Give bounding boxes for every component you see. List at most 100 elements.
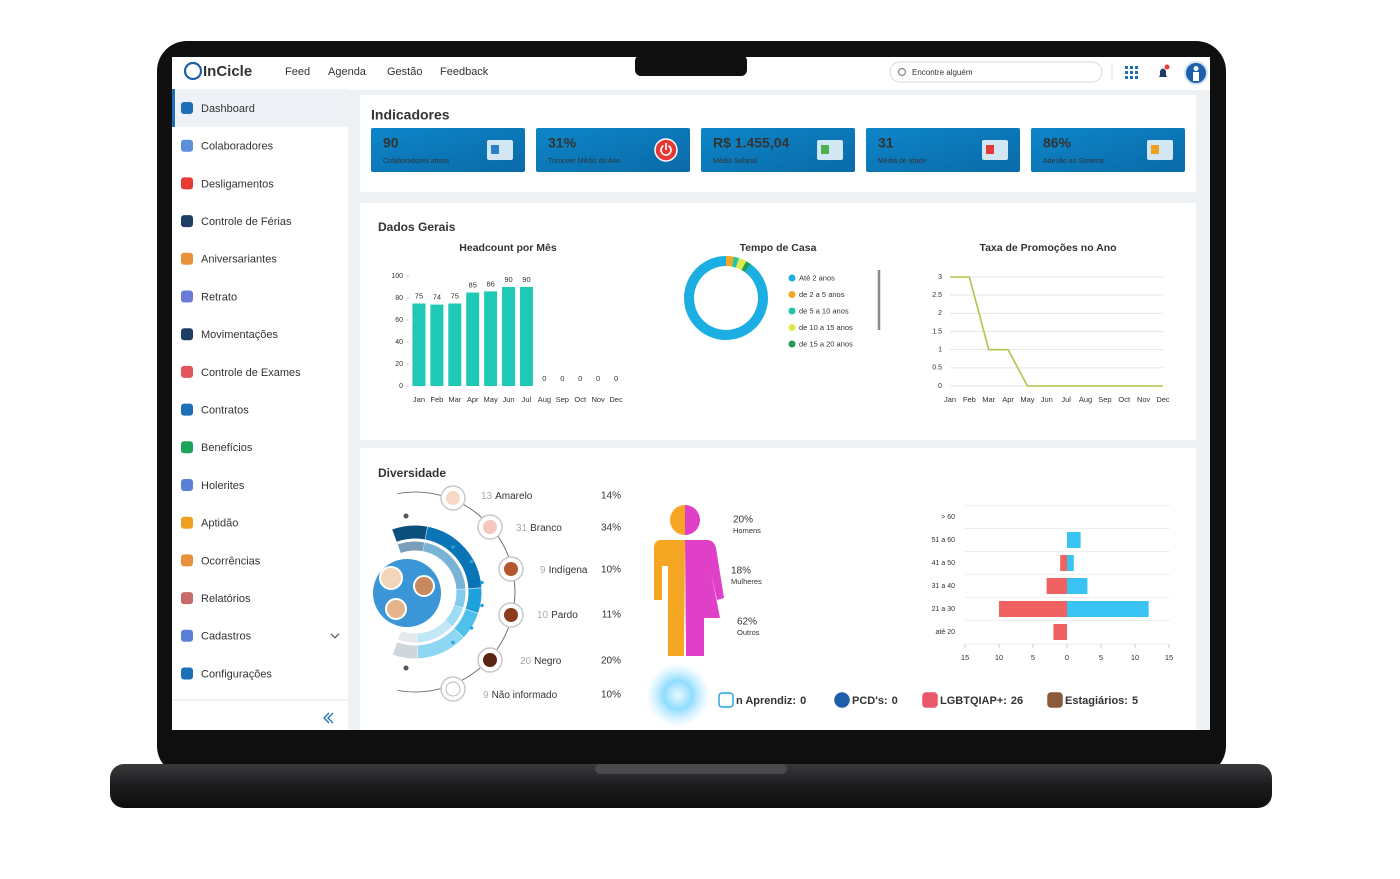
gender-label: Homens xyxy=(733,526,761,535)
x-tick-label: Apr xyxy=(467,395,479,404)
bar xyxy=(1067,532,1081,548)
collapse-button[interactable] xyxy=(323,712,334,724)
legend-swatch xyxy=(788,324,796,331)
menu-item[interactable]: Ocorrências xyxy=(201,555,261,567)
menu-icon xyxy=(181,215,193,228)
data-label: 0 xyxy=(596,374,600,383)
legend-label: de 5 a 10 anos xyxy=(799,306,849,315)
nav-link[interactable]: Agenda xyxy=(328,66,367,78)
ethnicity-name: Não informado xyxy=(492,690,558,701)
stat-label: LGBTQIAP+: xyxy=(940,695,1007,707)
search-box[interactable] xyxy=(889,61,1103,83)
x-tick-label: Jan xyxy=(413,395,425,404)
gender-percent: 18% xyxy=(731,566,751,577)
stat: PCD's: 0 xyxy=(852,695,898,707)
data-label: 75 xyxy=(451,291,459,300)
menu-item[interactable]: Aniversariantes xyxy=(201,254,277,266)
nav-link[interactable]: Feedback xyxy=(440,66,489,78)
x-tick-label: Aug xyxy=(1079,395,1092,404)
menu-item[interactable]: Dashboard xyxy=(201,103,255,115)
chevron xyxy=(330,633,340,639)
nav-link[interactable]: Feed xyxy=(285,66,310,78)
menu-item[interactable]: Colaboradores xyxy=(201,141,274,153)
menu-item[interactable]: Holerites xyxy=(201,480,245,492)
menu-icon xyxy=(181,290,193,303)
ring-segment xyxy=(392,525,428,542)
y-tick-label: 21 a 30 xyxy=(932,606,955,613)
ring-segment-inner xyxy=(397,541,425,554)
ethnicity-name: Negro xyxy=(534,656,562,667)
x-tick-label: Oct xyxy=(1118,395,1131,404)
chart-title: Tempo de Casa xyxy=(740,242,817,254)
arc-end xyxy=(403,513,409,519)
y-tick-label: 2.5 xyxy=(932,292,942,299)
section-title: Diversidade xyxy=(378,466,446,480)
menu-icon xyxy=(181,629,193,642)
data-label: 90 xyxy=(504,275,512,284)
ethnicity-icon-fill xyxy=(446,491,460,505)
y-tick-label: 0 xyxy=(938,383,942,390)
y-tick-label: > 60 xyxy=(941,514,955,521)
chart-title: Headcount por Mês xyxy=(459,242,557,254)
face xyxy=(413,575,435,597)
ethnicity-row: 31 Branco xyxy=(516,523,562,534)
ethnicity-count: 9 xyxy=(483,690,489,701)
indicator-card xyxy=(866,128,1020,172)
menu-item[interactable]: Movimentações xyxy=(201,329,279,341)
x-tick-label: Nov xyxy=(591,395,605,404)
menu-item[interactable]: Aptidão xyxy=(201,518,238,530)
ethnicity-row: 9 Indígena xyxy=(540,565,588,576)
menu-item[interactable]: Benefícios xyxy=(201,442,253,454)
y-tick-label: 100 xyxy=(391,273,403,280)
gender-percent: 20% xyxy=(733,515,753,526)
indicator-value: R$ 1.455,04 xyxy=(713,135,789,151)
menu-item[interactable]: Desligamentos xyxy=(201,178,274,190)
menu-item[interactable]: Cadastros xyxy=(201,631,252,643)
ring-segment-inner xyxy=(445,605,463,627)
card-icon xyxy=(660,143,672,156)
bell-icon[interactable] xyxy=(1159,68,1167,78)
ethnicity-count: 10 xyxy=(537,610,549,621)
bar xyxy=(1067,555,1074,571)
bar xyxy=(1060,555,1067,571)
face xyxy=(379,566,403,590)
donut-segment xyxy=(725,256,734,267)
ethnicity-percent: 34% xyxy=(601,523,621,534)
stat-value: 5 xyxy=(1132,695,1138,707)
face xyxy=(385,598,407,620)
connector-dot xyxy=(469,559,474,564)
indicator-card xyxy=(371,128,525,172)
laptop-base xyxy=(110,764,1272,808)
indicator-card xyxy=(701,128,855,172)
y-tick-label: 20 xyxy=(395,361,403,368)
ring-segment-inner xyxy=(398,631,417,643)
menu-item[interactable]: Configurações xyxy=(201,668,272,680)
menu-item[interactable]: Controle de Férias xyxy=(201,216,292,228)
data-label: 0 xyxy=(578,374,582,383)
bar xyxy=(1067,601,1149,617)
ethnicity-percent: 14% xyxy=(601,491,621,502)
nav-link[interactable]: Gestão xyxy=(387,66,422,78)
menu-item[interactable]: Retrato xyxy=(201,291,237,303)
legend-swatch xyxy=(788,274,796,282)
card-icon xyxy=(491,145,499,154)
card-icon xyxy=(986,145,994,154)
data-label: 0 xyxy=(560,374,564,383)
x-tick-label: 10 xyxy=(1131,653,1139,662)
y-tick-label: 0 xyxy=(399,383,403,390)
menu-item[interactable]: Controle de Exames xyxy=(201,367,301,379)
ethnicity-row: 13 Amarelo xyxy=(481,491,533,502)
apps-icon[interactable] xyxy=(1125,66,1138,79)
ring-segment-inner xyxy=(422,542,466,590)
menu-item[interactable]: Relatórios xyxy=(201,593,251,605)
menu-icon xyxy=(181,177,193,190)
stat-icon xyxy=(1047,692,1063,708)
bar xyxy=(484,291,498,386)
ethnicity-row: 20 Negro xyxy=(520,656,562,667)
indicator-card xyxy=(1031,128,1185,172)
donut-segment xyxy=(684,256,768,340)
ring-segment xyxy=(425,526,482,589)
menu-item[interactable]: Contratos xyxy=(201,405,249,417)
y-tick-label: 41 a 50 xyxy=(932,560,955,567)
